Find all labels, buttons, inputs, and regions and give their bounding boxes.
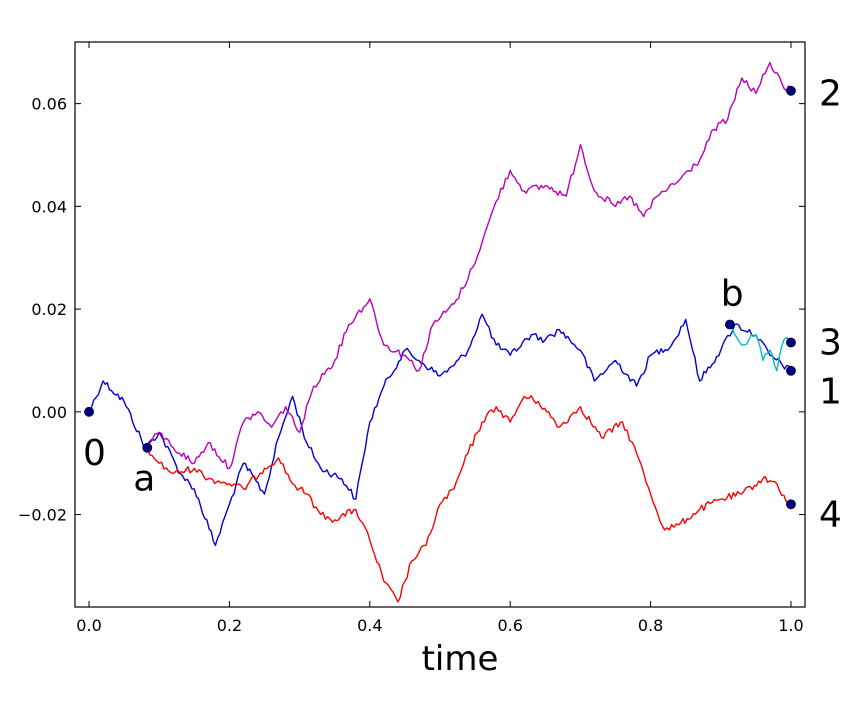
marker-point-1 — [142, 442, 153, 453]
series-layer — [88, 61, 792, 603]
series-line-0 — [88, 313, 792, 547]
x-tick-label: 0.6 — [497, 616, 522, 635]
marker-point-3 — [724, 319, 735, 330]
annotation-label: b — [721, 274, 744, 315]
x-tick-label: 0.8 — [638, 616, 663, 635]
annotation-label: a — [133, 459, 155, 500]
annotation-label: 4 — [819, 495, 842, 536]
annotation-layer: 0a b 2 3 1 4 — [83, 73, 842, 535]
x-axis-label: time — [422, 639, 499, 679]
x-tick-label: 0.4 — [357, 616, 382, 635]
marker-point-5 — [786, 365, 796, 376]
annotation-label: 2 — [819, 73, 842, 114]
y-tick-label: 0.04 — [31, 197, 67, 216]
y-tick-label: 0.02 — [31, 300, 67, 319]
plot-frame — [74, 41, 806, 608]
x-tick-label: 1.0 — [778, 616, 803, 635]
series-line-2 — [144, 61, 792, 470]
annotation-label: 1 — [819, 371, 842, 412]
marker-point-0 — [84, 406, 94, 417]
annotation-label: 3 — [819, 322, 842, 363]
series-line-1 — [144, 395, 792, 603]
x-tick-label: 0.0 — [76, 616, 101, 635]
marker-layer — [84, 85, 796, 510]
y-tick-label: 0.00 — [31, 403, 67, 422]
y-tick-label: 0.06 — [31, 95, 67, 114]
y-tick-label: −0.02 — [18, 506, 67, 525]
series-line-3 — [729, 324, 792, 372]
annotation-label: 0 — [83, 433, 106, 474]
tick-layer: 0.0 0.2 0.4 0.6 0.8 1.0 −0.02 0.00 0.02 0.04 0.06 — [18, 42, 805, 635]
marker-point-6 — [786, 499, 796, 510]
marker-point-2 — [786, 85, 796, 96]
x-tick-label: 0.2 — [217, 616, 242, 635]
marker-point-4 — [786, 337, 796, 348]
